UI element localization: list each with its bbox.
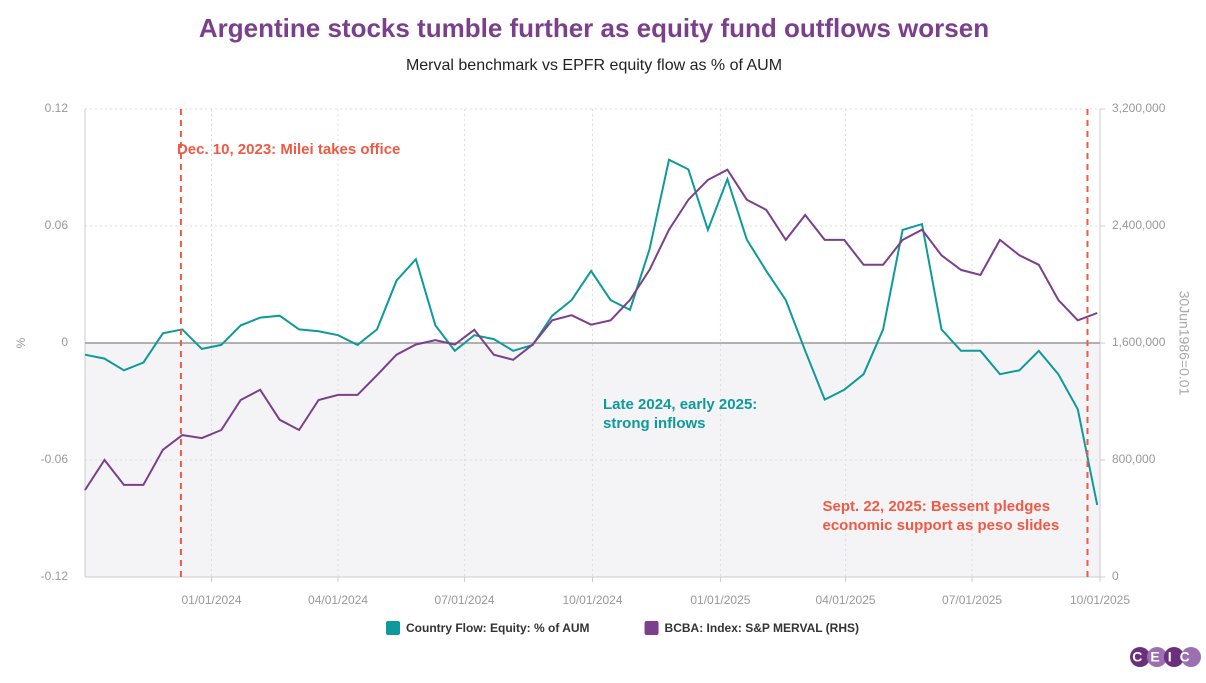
series-line xyxy=(84,168,1098,491)
chart-subtitle: Merval benchmark vs EPFR equity flow as … xyxy=(406,57,782,74)
x-tick-label: 01/01/2025 xyxy=(690,593,750,607)
annotation: strong inflows xyxy=(603,415,706,432)
event-label: economic support as peso slides xyxy=(822,517,1059,534)
y2-tick-label: 3,200,000 xyxy=(1112,101,1166,115)
legend-label: BCBA: Index: S&P MERVAL (RHS) xyxy=(665,621,859,635)
y-tick-label: 0.06 xyxy=(45,218,69,232)
chart-title: Argentine stocks tumble further as equit… xyxy=(199,13,989,43)
x-tick-label: 07/01/2024 xyxy=(435,593,495,607)
annotation: Late 2024, early 2025: xyxy=(603,396,757,413)
logo-circle xyxy=(1130,647,1150,667)
legend-swatch xyxy=(386,621,400,635)
event-label: Sept. 22, 2025: Bessent pledges xyxy=(822,498,1050,515)
y-tick-label: 0 xyxy=(61,335,68,349)
x-tick-label: 07/01/2025 xyxy=(942,593,1002,607)
logo-circle xyxy=(1164,647,1184,667)
logo-circle xyxy=(1147,647,1167,667)
x-tick-label: 04/01/2024 xyxy=(308,593,368,607)
legend-label: Country Flow: Equity: % of AUM xyxy=(406,621,590,635)
x-tick-label: 01/01/2024 xyxy=(181,593,241,607)
y-axis-label: % xyxy=(14,337,28,348)
legend-swatch xyxy=(644,621,659,635)
logo: CEIC xyxy=(1130,647,1201,667)
y2-axis-label: 30Jun1986=0.01 xyxy=(1176,291,1192,396)
x-tick-label: 10/01/2024 xyxy=(562,593,622,607)
y2-tick-label: 800,000 xyxy=(1112,452,1156,466)
series-line xyxy=(84,158,1099,506)
y2-tick-label: 2,400,000 xyxy=(1112,218,1166,232)
logo-circle xyxy=(1181,647,1201,667)
x-tick-label: 04/01/2025 xyxy=(816,593,876,607)
y-tick-label: -0.12 xyxy=(41,569,69,583)
logo-text: CEIC xyxy=(1132,649,1197,665)
y-tick-label: 0.12 xyxy=(45,101,69,115)
y2-tick-label: 0 xyxy=(1112,569,1119,583)
y2-tick-label: 1,600,000 xyxy=(1112,335,1166,349)
y-tick-label: -0.06 xyxy=(41,452,69,466)
x-tick-label: 10/01/2025 xyxy=(1070,593,1130,607)
event-label: Dec. 10, 2023: Milei takes office xyxy=(177,141,400,158)
